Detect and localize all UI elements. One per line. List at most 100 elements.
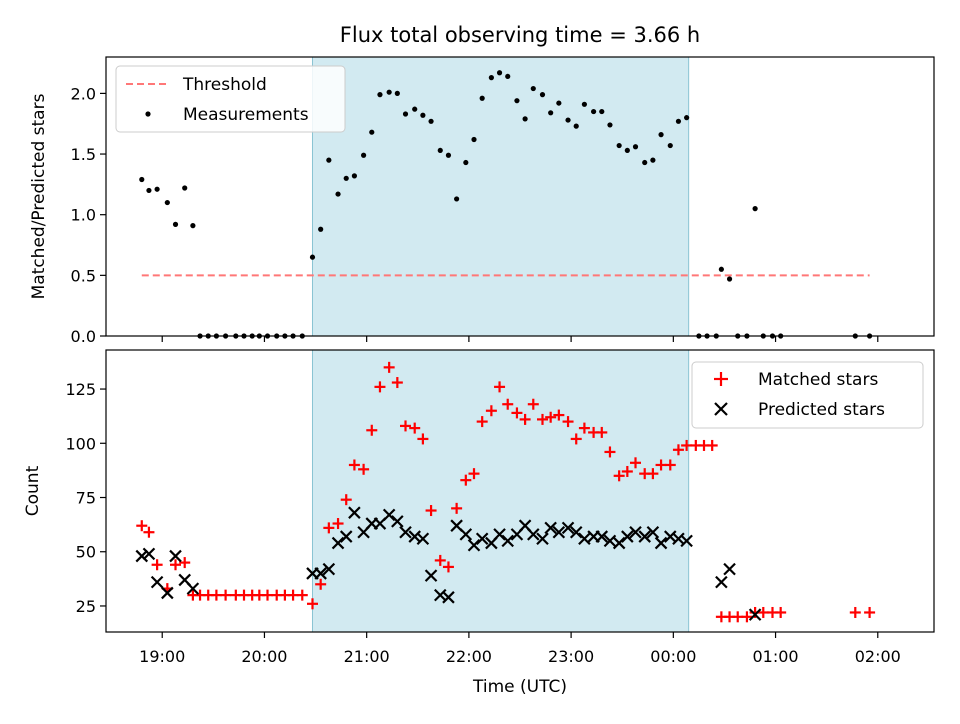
y-tick-label: 125 — [65, 380, 96, 399]
matched-star-point — [570, 433, 582, 445]
measurement-point — [675, 118, 682, 124]
measurement-point — [632, 144, 639, 150]
matched-star-point — [417, 433, 429, 445]
y-tick-label: 25 — [76, 597, 96, 616]
predicted-star-point — [638, 530, 651, 543]
measurement-point — [445, 152, 452, 158]
measurement-point — [343, 175, 349, 181]
measurement-point — [496, 70, 503, 76]
matched-star-point — [468, 468, 480, 480]
measurement-point — [386, 89, 392, 95]
matched-star-point — [630, 457, 642, 469]
predicted-star-point — [629, 525, 642, 539]
matched-star-point — [476, 416, 488, 428]
y-tick-label: 100 — [65, 434, 96, 453]
predicted-star-point — [391, 515, 404, 528]
matched-star-point — [672, 444, 684, 456]
matched-star-point — [647, 468, 659, 480]
predicted-star-point — [612, 536, 626, 550]
measurement-point — [139, 176, 145, 183]
matched-star-point — [613, 470, 625, 482]
predicted-star-point — [493, 528, 506, 541]
measurement-point — [514, 98, 520, 104]
measurement-point — [684, 115, 690, 121]
matched-star-point — [596, 426, 608, 438]
predicted-star-point — [578, 532, 591, 546]
predicted-star-point — [150, 575, 164, 589]
measurement-point — [420, 112, 426, 118]
matched-star-point — [536, 413, 548, 425]
matched-star-point — [451, 502, 463, 514]
measurement-point — [146, 187, 152, 194]
measurement-point — [463, 159, 469, 166]
matched-star-point — [519, 413, 531, 425]
measurement-point — [154, 186, 160, 192]
predicted-star-point — [527, 528, 540, 541]
predicted-star-point — [595, 530, 609, 543]
matched-star-point — [340, 494, 352, 506]
measurement-point — [479, 95, 485, 101]
matched-star-point — [442, 561, 454, 573]
count-y-axis-label: Count — [23, 465, 43, 516]
matched-star-point — [578, 422, 590, 434]
predicted-star-point — [654, 536, 668, 550]
x-tick-label: 00:00 — [650, 647, 696, 666]
time-x-axis-label: Time (UTC) — [472, 677, 567, 697]
matched-star-point — [323, 522, 335, 534]
matched-star-point — [306, 598, 318, 610]
measurement-point — [565, 117, 571, 123]
measurement-point — [591, 108, 597, 115]
y-tick-label: 0.5 — [71, 266, 96, 285]
measurement-point — [361, 152, 367, 158]
observing-span-top — [311, 56, 690, 337]
ratio-panel: 0.00.51.01.52.0 Matched/Predicted stars … — [29, 56, 935, 346]
predicted-star-point — [442, 591, 455, 604]
matched-star-point — [220, 589, 232, 601]
matched-star-point — [485, 405, 497, 417]
matched-star-points — [136, 361, 876, 623]
matched-star-point — [296, 589, 308, 601]
measurement-point — [548, 110, 554, 116]
predicted-star-point — [142, 547, 156, 561]
predicted-star-point — [646, 525, 660, 539]
measurement-point — [718, 266, 724, 272]
measurement-point — [650, 157, 656, 163]
predicted-star-point — [621, 530, 634, 543]
matched-star-point — [287, 589, 299, 601]
measurement-point — [394, 90, 400, 96]
ratio-legend: Threshold Measurements — [115, 65, 346, 133]
measurement-point — [326, 157, 332, 163]
predicted-star-point — [331, 536, 345, 550]
matched-star-point — [621, 465, 633, 477]
measurement-point — [471, 136, 477, 143]
matched-star-point — [366, 424, 378, 436]
predicted-star-point — [561, 521, 575, 535]
matched-star-point — [151, 559, 163, 571]
measurement-point — [642, 159, 648, 166]
predicted-star-point — [424, 569, 438, 582]
predicted-star-point — [314, 567, 327, 580]
matched-star-point — [170, 559, 182, 571]
matched-star-point — [400, 420, 412, 432]
ratio-axes-frame — [105, 56, 935, 337]
predicted-star-point — [161, 586, 174, 600]
measurement-point — [616, 142, 622, 149]
count-axes: 25 50 75 100 125 19:00 20:00 21:00 22:00 23:00 00:… — [65, 380, 900, 666]
measurement-point — [377, 92, 383, 98]
matched-star-point — [210, 589, 222, 601]
x-tick-label: 22:00 — [446, 647, 492, 666]
measurement-point — [335, 191, 341, 197]
predicted-star-points — [135, 506, 762, 621]
matched-star-point — [562, 416, 574, 428]
matched-star-point — [553, 409, 565, 421]
observing-span-bottom — [311, 349, 690, 633]
matched-star-point — [374, 381, 386, 393]
measurement-point — [164, 199, 170, 206]
y-tick-label: 1.0 — [71, 206, 96, 225]
y-tick-label: 50 — [76, 543, 96, 562]
legend-matched-label: Matched stars — [758, 370, 878, 390]
matched-star-point — [434, 554, 446, 566]
predicted-star-point — [475, 532, 489, 546]
predicted-star-point — [552, 525, 566, 539]
